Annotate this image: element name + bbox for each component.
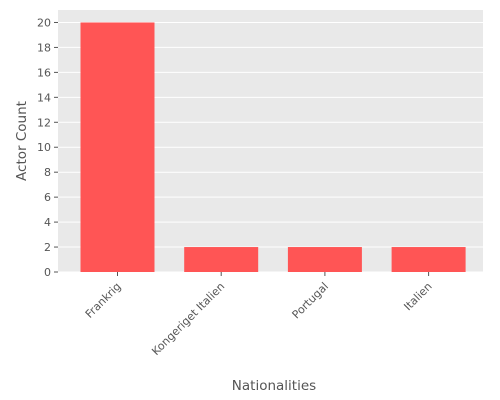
y-tick-label: 20 xyxy=(37,16,51,29)
bar-3 xyxy=(391,247,466,272)
x-axis-label: Nationalities xyxy=(232,378,316,394)
y-axis-ticks: 0 2 4 6 8 10 12 14 16 18 20 xyxy=(37,16,58,279)
x-tick-label: Frankrig xyxy=(83,280,124,321)
x-tick-label: Portugal xyxy=(290,280,331,321)
y-tick-label: 14 xyxy=(37,91,51,104)
y-tick-label: 4 xyxy=(44,216,51,229)
y-tick-label: 10 xyxy=(37,141,51,154)
bar-0 xyxy=(80,22,155,272)
y-tick-label: 12 xyxy=(37,116,51,129)
y-tick-label: 8 xyxy=(44,166,51,179)
bar-2 xyxy=(287,247,362,272)
bar-1 xyxy=(184,247,259,272)
y-tick-label: 2 xyxy=(44,241,51,254)
y-tick-label: 18 xyxy=(37,41,51,54)
y-axis-label: Actor Count xyxy=(14,101,30,181)
x-tick-label: Kongeriget Italien xyxy=(149,280,227,358)
y-tick-label: 6 xyxy=(44,191,51,204)
y-tick-label: 16 xyxy=(37,66,51,79)
bars xyxy=(80,22,466,272)
x-axis-ticks: Frankrig Kongeriget Italien Portugal Italie… xyxy=(83,272,435,358)
y-tick-label: 0 xyxy=(44,266,51,279)
x-tick-label: Italien xyxy=(401,280,434,313)
